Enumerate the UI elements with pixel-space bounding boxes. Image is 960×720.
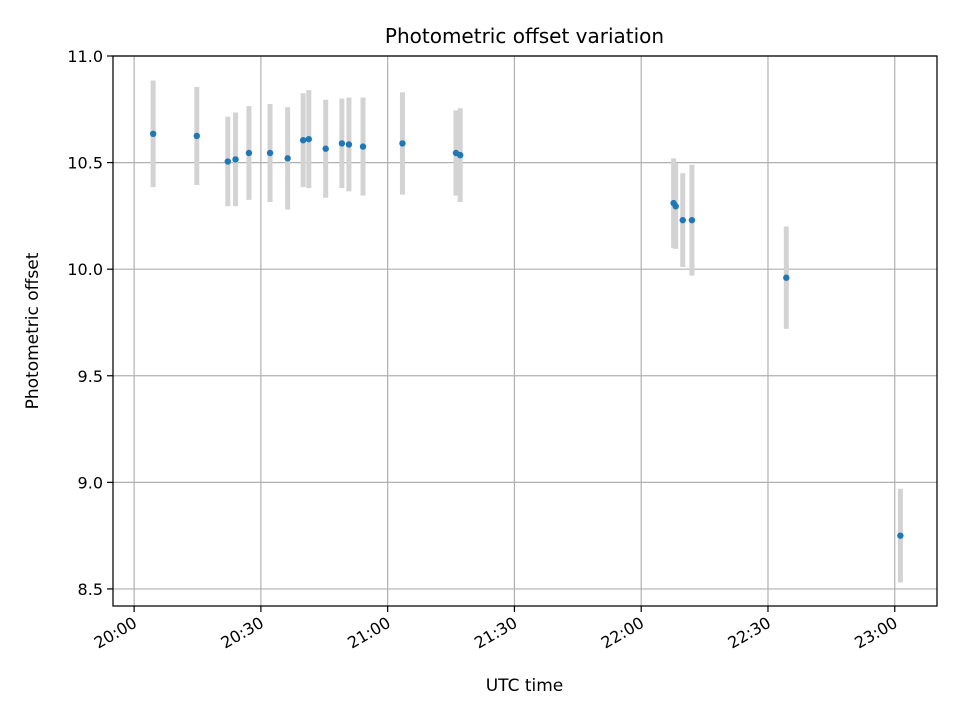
data-point (322, 145, 329, 152)
data-point (193, 132, 201, 140)
y-axis: 8.5 9.0 9.5 10.0 10.5 11.0 (67, 47, 113, 599)
data-point (897, 532, 904, 539)
data-point (305, 135, 312, 143)
y-axis-title: Photometric offset (23, 252, 43, 409)
data-point (399, 140, 406, 147)
data-point (245, 149, 253, 157)
data-point (299, 137, 307, 144)
y-tick-label: 10.0 (67, 260, 103, 279)
y-tick-label: 8.5 (78, 580, 103, 599)
data-point (232, 156, 239, 163)
data-point (149, 130, 157, 138)
x-axis-title: UTC time (486, 676, 564, 696)
data-point (338, 140, 346, 147)
data-point (345, 141, 353, 148)
y-tick-label: 9.0 (78, 473, 103, 492)
data-point (672, 203, 679, 210)
chart-title: Photometric offset variation (385, 24, 664, 48)
data-points (149, 130, 904, 539)
plot-area-frame (112, 55, 938, 607)
data-point (783, 274, 790, 281)
data-point (457, 151, 464, 159)
data-point (688, 216, 696, 224)
y-tick-label: 9.5 (78, 367, 103, 386)
y-tick-label: 10.5 (67, 154, 103, 173)
data-point (284, 155, 291, 162)
data-point (266, 149, 274, 157)
y-tick-label: 11.0 (67, 47, 103, 66)
data-point (359, 143, 367, 150)
data-point (224, 158, 231, 165)
data-point (679, 216, 686, 224)
